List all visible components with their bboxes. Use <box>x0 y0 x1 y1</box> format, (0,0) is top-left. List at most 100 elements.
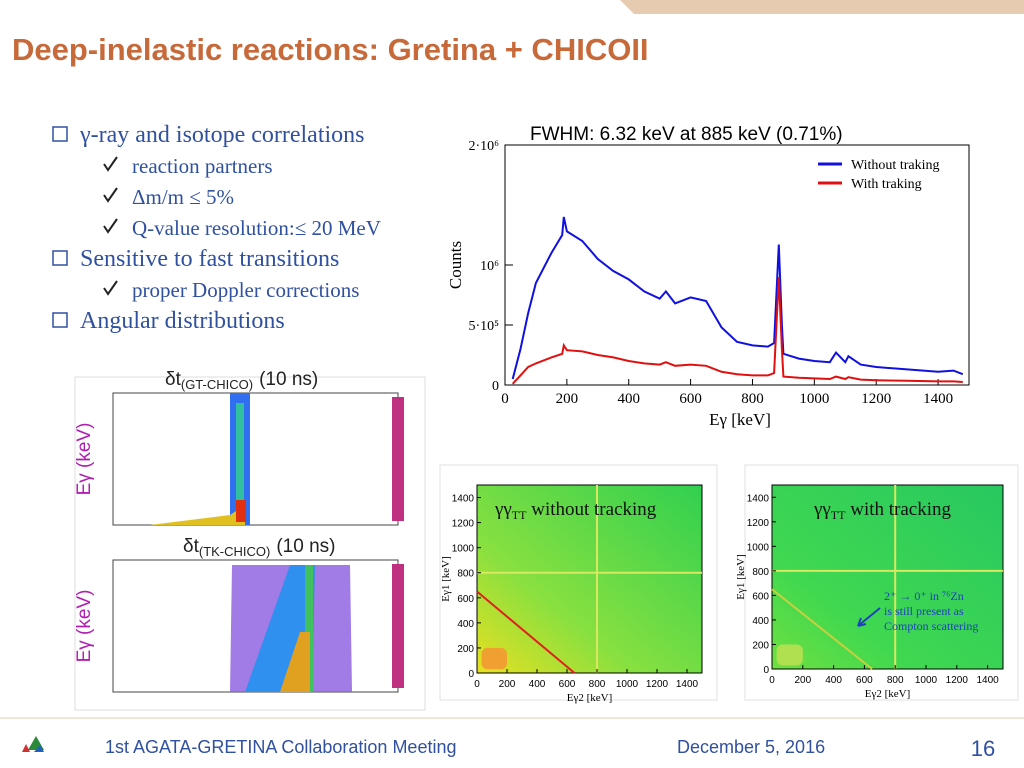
timing-label: δt(TK-CHICO) (10 ns) <box>183 536 336 559</box>
band-core <box>236 403 244 525</box>
colorbar <box>392 397 404 521</box>
x-axis-label: Eγ [keV] <box>709 410 771 429</box>
bullet-box <box>52 312 68 328</box>
legend-label: With traking <box>851 177 922 192</box>
x-tick-label: 200 <box>499 679 516 690</box>
note: 2⁺ → 0⁺ in ⁷⁶Zn <box>884 589 964 603</box>
check-icon <box>103 156 118 172</box>
title-symbol: γγ <box>813 499 831 520</box>
bullet-text: γ-ray and isotope correlations <box>79 122 365 148</box>
x-tick-label: 200 <box>794 675 811 686</box>
note: is still present as <box>884 604 964 618</box>
y-tick-label: 1400 <box>747 493 770 504</box>
y-tick-label: 1400 <box>452 494 475 505</box>
title-sub: TT <box>831 508 846 522</box>
note-arrow <box>857 607 881 627</box>
timing-label: δt(GT-CHICO) (10 ns) <box>165 369 318 392</box>
title-rest: with tracking <box>845 499 951 520</box>
y-tick-label: 0 <box>468 669 474 680</box>
x-tick-label: 800 <box>741 391 764 407</box>
check-icon <box>103 187 118 203</box>
subscript: (GT-CHICO) <box>181 377 253 392</box>
slide-title: Deep-inelastic reactions: Gretina + CHIC… <box>12 32 649 67</box>
x-tick-label: 1200 <box>946 675 969 686</box>
series-line <box>511 216 964 380</box>
x-tick-label: 0 <box>769 675 775 686</box>
y-axis-label: Eγ1 [keV] <box>735 554 747 599</box>
title-sub: TT <box>512 508 527 522</box>
x-tick-label: 400 <box>825 675 842 686</box>
y-tick-label: 600 <box>752 591 769 602</box>
y-tick-label: 0 <box>492 379 499 394</box>
heatmap <box>771 484 1004 670</box>
matrix-title: γγTT without tracking <box>494 499 657 522</box>
symbol: δt <box>165 369 182 390</box>
colorbar <box>392 564 404 688</box>
x-tick-label: 400 <box>617 391 640 407</box>
note: Compton scattering <box>884 619 978 633</box>
hot <box>236 500 246 522</box>
x-tick-label: 800 <box>887 675 904 686</box>
footer-meeting: 1st AGATA-GRETINA Collaboration Meeting <box>105 737 456 757</box>
page-number: 16 <box>971 736 995 761</box>
x-tick-label: 1200 <box>646 679 669 690</box>
y-tick-label: 200 <box>457 644 474 655</box>
x-tick-label: 200 <box>556 391 579 407</box>
y-tick-label: 5·10⁵ <box>468 319 499 334</box>
x-tick-label: 600 <box>679 391 702 407</box>
legend-label: Without traking <box>851 158 939 173</box>
top-band <box>620 0 1024 14</box>
x-tick-label: 600 <box>856 675 873 686</box>
x-tick-label: 1400 <box>976 675 999 686</box>
tail <box>150 505 245 525</box>
heatmap <box>476 484 703 674</box>
timing-ylabel: Eγ (keV) <box>74 590 95 663</box>
diagonal <box>771 588 873 670</box>
y-tick-label: 400 <box>752 616 769 627</box>
y-axis-label: Counts <box>446 241 465 289</box>
check-icon <box>103 280 118 296</box>
sub-item: Δm/m ≤ 5% <box>132 185 234 209</box>
y-tick-label: 2·10⁶ <box>468 139 499 154</box>
footer-date: December 5, 2016 <box>677 737 825 757</box>
x-tick-label: 0 <box>474 679 480 690</box>
check-icon <box>103 218 118 234</box>
y-tick-label: 1200 <box>452 519 475 530</box>
subscript: (TK-CHICO) <box>199 544 271 559</box>
annotation: FWHM: 6.32 keV at 885 keV (0.71%) <box>530 124 843 145</box>
y-tick-label: 400 <box>457 619 474 630</box>
matrix-title: γγTT with tracking <box>813 499 951 522</box>
y-tick-label: 200 <box>752 640 769 651</box>
spectrum: FWHM: 6.32 keV at 885 keV (0.71%) 0 200 400… <box>446 124 970 429</box>
hotspot <box>481 647 507 670</box>
title-rest: without tracking <box>526 499 656 520</box>
matrices: 0 200 400 600 800 1000 1200 1400 0 200 400 600 800 10… <box>439 464 1019 704</box>
title-symbol: γγ <box>494 499 512 520</box>
plot-frame <box>112 392 399 526</box>
hot <box>280 632 310 692</box>
x-tick-label: 400 <box>529 679 546 690</box>
x-tick-label: 1200 <box>861 391 891 407</box>
series-line <box>511 276 963 385</box>
x-tick-label: 0 <box>501 391 509 407</box>
timing-ylabel: Eγ (keV) <box>74 423 95 496</box>
x-tick-label: 1400 <box>923 391 953 407</box>
prompt <box>305 565 313 692</box>
y-tick-label: 600 <box>457 594 474 605</box>
bullet-text: Sensitive to fast transitions <box>80 246 339 272</box>
y-tick-label: 10⁶ <box>480 259 499 274</box>
sub-item: Q-value resolution:≤ 20 MeV <box>132 216 381 240</box>
y-tick-label: 800 <box>457 569 474 580</box>
x-tick-label: 1000 <box>616 679 639 690</box>
hotspot <box>776 644 803 666</box>
x-tick-label: 1000 <box>799 391 829 407</box>
x-tick-label: 600 <box>559 679 576 690</box>
x-axis-label: Eγ2 [keV] <box>865 688 910 700</box>
y-tick-label: 1000 <box>747 542 770 553</box>
y-tick-label: 800 <box>752 567 769 578</box>
sub-item: proper Doppler corrections <box>132 278 359 302</box>
x-axis-label: Eγ2 [keV] <box>567 692 612 704</box>
logo <box>22 736 44 752</box>
